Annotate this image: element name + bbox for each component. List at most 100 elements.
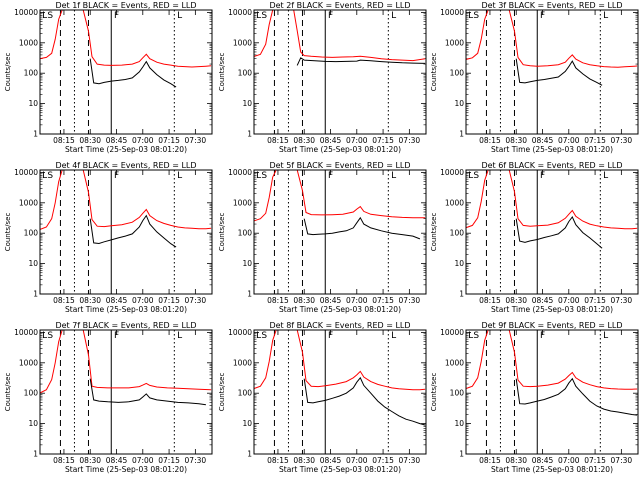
x-tick-label: 08:15 bbox=[267, 296, 289, 305]
lld-series-line bbox=[40, 170, 212, 231]
x-axis-label: Start Time (25-Sep-03 08:01:20) bbox=[491, 305, 613, 314]
marker-letter: L bbox=[603, 11, 608, 21]
marker-letter: F bbox=[114, 11, 119, 21]
y-axis-label: Counts/sec bbox=[4, 213, 12, 252]
x-tick-label: 07:30 bbox=[185, 136, 207, 145]
detector-panel: Det 2f BLACK = Events, RED = LLD Counts/s… bbox=[218, 1, 427, 154]
x-tick-label: 07:00 bbox=[132, 456, 154, 465]
x-tick-label: 08:15 bbox=[53, 456, 75, 465]
lld-series-line bbox=[254, 10, 426, 62]
y-tick-label: 10 bbox=[28, 419, 38, 428]
y-axis-label: Counts/sec bbox=[218, 213, 226, 252]
marker-letter: S bbox=[261, 11, 267, 21]
x-tick-label: 08:45 bbox=[532, 456, 554, 465]
x-tick-label: 08:30 bbox=[79, 456, 101, 465]
y-axis-label: Counts/sec bbox=[218, 53, 226, 92]
x-tick-label: 08:30 bbox=[293, 296, 315, 305]
detector-panel: Det 3f BLACK = Events, RED = LLD Counts/s… bbox=[430, 1, 639, 154]
y-tick-label: 10000 bbox=[228, 168, 252, 177]
y-tick-label: 10 bbox=[28, 259, 38, 268]
x-tick-label: 08:15 bbox=[479, 136, 501, 145]
y-tick-label: 100 bbox=[450, 229, 465, 238]
y-tick-label: 10 bbox=[454, 259, 464, 268]
x-tick-label: 07:00 bbox=[132, 136, 154, 145]
x-tick-label: 07:15 bbox=[584, 136, 606, 145]
lld-series-line bbox=[466, 10, 638, 68]
x-tick-label: 08:15 bbox=[479, 296, 501, 305]
lld-series-line bbox=[254, 330, 426, 391]
plot-frame bbox=[253, 169, 427, 295]
x-tick-label: 07:15 bbox=[372, 456, 394, 465]
plot-frame bbox=[465, 169, 639, 295]
y-tick-label: 10 bbox=[242, 419, 252, 428]
x-tick-label: 07:30 bbox=[611, 136, 633, 145]
x-tick-label: 07:15 bbox=[372, 296, 394, 305]
x-tick-label: 08:30 bbox=[505, 136, 527, 145]
events-series-line bbox=[515, 216, 603, 249]
events-series-line bbox=[303, 376, 426, 426]
events-series-line bbox=[89, 58, 177, 88]
marker-letter: L bbox=[391, 171, 396, 181]
x-tick-label: 08:15 bbox=[53, 296, 75, 305]
x-tick-label: 07:15 bbox=[158, 296, 180, 305]
plot-frame bbox=[253, 9, 427, 135]
y-tick-label: 1 bbox=[459, 450, 464, 459]
x-tick-label: 08:30 bbox=[505, 456, 527, 465]
marker-letter: L bbox=[391, 11, 396, 21]
marker-letter: L bbox=[256, 331, 261, 341]
panel-title: Det 6f BLACK = Events, RED = LLD bbox=[481, 161, 622, 170]
x-tick-label: 08:45 bbox=[320, 456, 342, 465]
y-tick-label: 100 bbox=[24, 69, 39, 78]
events-series-line bbox=[515, 377, 638, 416]
x-tick-label: 07:30 bbox=[611, 296, 633, 305]
y-tick-label: 1 bbox=[247, 130, 252, 139]
y-tick-label: 10 bbox=[242, 259, 252, 268]
x-tick-label: 08:30 bbox=[293, 456, 315, 465]
x-tick-label: 07:30 bbox=[399, 136, 421, 145]
marker-letter: L bbox=[468, 171, 473, 181]
marker-letter: L bbox=[468, 331, 473, 341]
marker-letter: L bbox=[177, 11, 182, 21]
y-tick-label: 100 bbox=[450, 389, 465, 398]
y-tick-label: 1000 bbox=[233, 198, 252, 207]
y-tick-label: 10000 bbox=[228, 8, 252, 17]
y-tick-label: 10000 bbox=[228, 328, 252, 337]
x-tick-label: 07:30 bbox=[399, 296, 421, 305]
x-tick-label: 08:15 bbox=[479, 456, 501, 465]
events-series-line bbox=[296, 57, 426, 66]
marker-letter: F bbox=[114, 171, 119, 181]
marker-letter: L bbox=[391, 331, 396, 341]
x-tick-label: 07:00 bbox=[346, 456, 368, 465]
lld-series-line bbox=[40, 10, 212, 68]
y-tick-label: 10000 bbox=[14, 168, 38, 177]
y-tick-label: 1000 bbox=[445, 38, 464, 47]
y-axis-label: Counts/sec bbox=[218, 373, 226, 412]
marker-letter: L bbox=[177, 171, 182, 181]
y-tick-label: 100 bbox=[238, 69, 253, 78]
marker-letter: F bbox=[328, 11, 333, 21]
x-tick-label: 08:45 bbox=[532, 136, 554, 145]
y-tick-label: 1000 bbox=[19, 38, 38, 47]
x-axis-label: Start Time (25-Sep-03 08:01:20) bbox=[491, 465, 613, 474]
panel-title: Det 1f BLACK = Events, RED = LLD bbox=[55, 1, 196, 10]
y-tick-label: 1 bbox=[33, 130, 38, 139]
marker-letter: S bbox=[261, 331, 267, 341]
y-axis-label: Counts/sec bbox=[4, 53, 12, 92]
x-tick-label: 08:30 bbox=[79, 136, 101, 145]
x-tick-label: 07:15 bbox=[158, 456, 180, 465]
marker-letter: F bbox=[540, 331, 545, 341]
marker-letter: L bbox=[177, 331, 182, 341]
plot-frame bbox=[39, 329, 213, 455]
y-tick-label: 1000 bbox=[233, 358, 252, 367]
y-tick-label: 1 bbox=[459, 130, 464, 139]
panel-title: Det 9f BLACK = Events, RED = LLD bbox=[481, 321, 622, 330]
y-tick-label: 1 bbox=[247, 290, 252, 299]
x-tick-label: 07:00 bbox=[558, 136, 580, 145]
y-tick-label: 10000 bbox=[440, 168, 464, 177]
x-tick-label: 08:30 bbox=[505, 296, 527, 305]
lld-series-line bbox=[466, 330, 638, 390]
x-tick-label: 08:30 bbox=[79, 296, 101, 305]
x-tick-label: 07:00 bbox=[558, 456, 580, 465]
panel-title: Det 3f BLACK = Events, RED = LLD bbox=[481, 1, 622, 10]
y-tick-label: 10 bbox=[454, 419, 464, 428]
